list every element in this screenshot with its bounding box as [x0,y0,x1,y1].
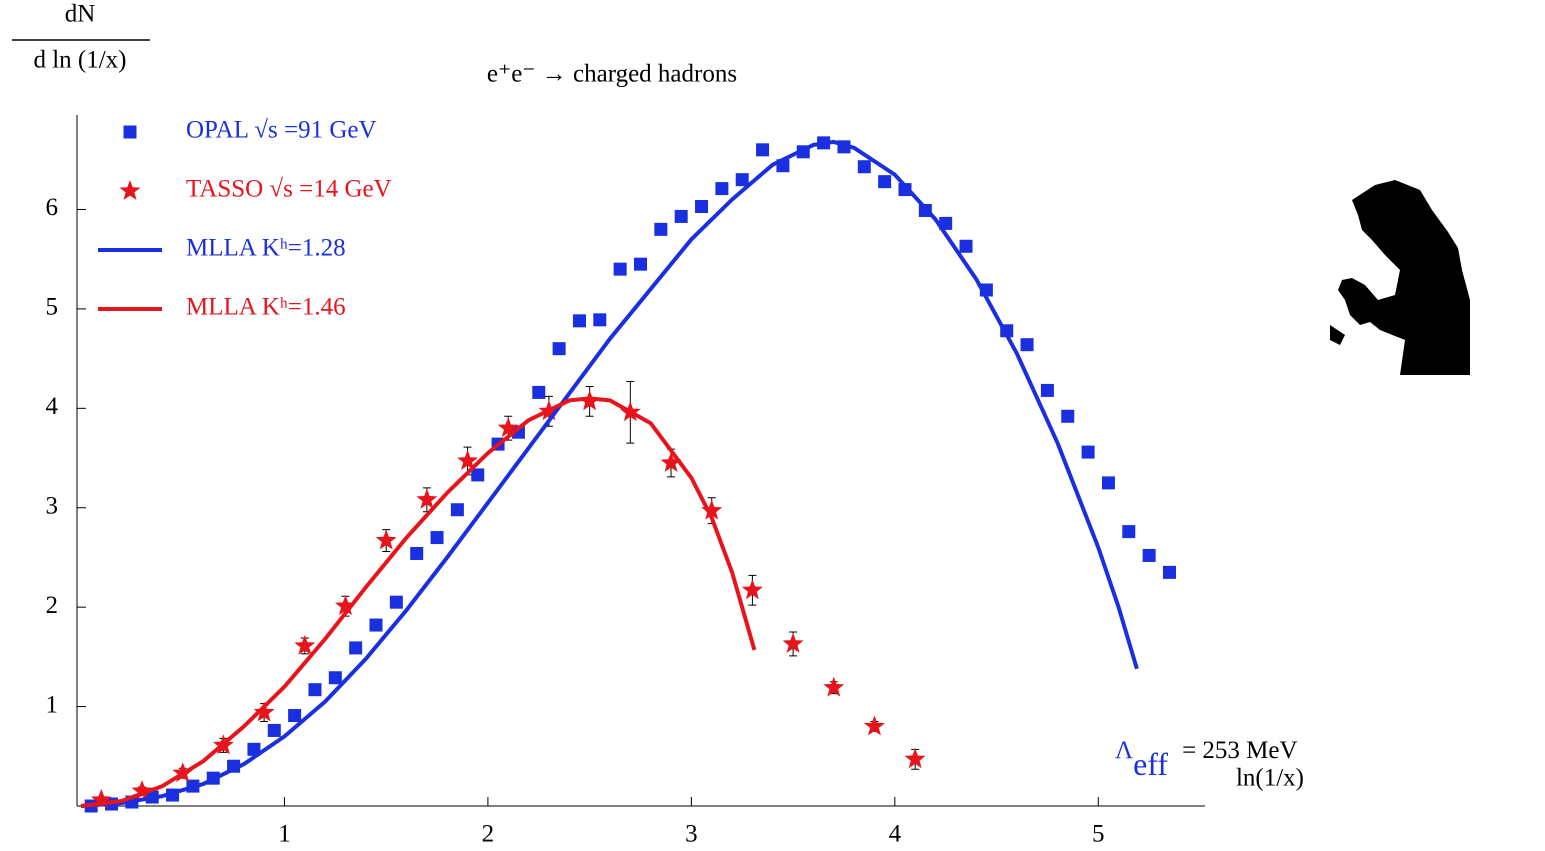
square-marker [389,595,403,609]
square-marker [715,182,729,196]
curve [80,396,757,808]
x-tick-label: 4 [889,821,902,848]
square-marker [613,262,627,276]
square-marker [1061,409,1075,423]
square-marker [1101,476,1115,490]
star-marker [416,488,438,509]
legend-label: OPAL √s =91 GeV [186,117,377,144]
square-marker [430,531,444,545]
y-tick-label: 2 [46,592,59,619]
star-marker [497,417,519,438]
square-marker [369,618,383,632]
legend-marker [119,180,141,200]
square-marker [349,641,363,655]
star-marker [253,701,275,722]
square-marker [674,209,688,223]
square-marker [634,257,647,271]
square-marker [572,314,586,328]
square-marker [450,503,464,517]
square-marker [267,723,281,737]
x-tick-label: 5 [1092,821,1105,848]
legend-label: MLLA Kʰ=1.46 [186,294,346,321]
star-marker [335,595,356,616]
star-marker [131,780,153,800]
annotation: Λeff = 253 MeV [1115,737,1298,783]
x-tick-label: 2 [482,821,495,848]
square-marker [552,342,566,356]
y-tick-label: 6 [46,194,59,221]
legend-marker [123,125,137,139]
star-marker [782,632,804,653]
square-marker [735,173,749,187]
x-tick-label: 1 [278,821,291,848]
square-marker [247,742,261,756]
star-marker [294,634,316,655]
star-marker [864,715,885,736]
annotation-symbol: Λ [1115,737,1133,764]
square-marker [857,160,871,174]
star-marker [457,450,478,470]
square-marker [308,683,322,697]
square-marker [1081,445,1095,459]
square-marker [593,313,607,327]
square-marker [1142,548,1156,562]
star-marker [701,499,723,520]
square-marker [654,222,668,236]
square-marker [288,709,302,723]
square-marker [328,671,342,685]
square-marker [959,239,973,253]
star-marker [904,748,926,769]
star-marker [90,789,112,809]
y-tick-label: 5 [46,294,59,321]
annotation-value: = 253 MeV [1182,737,1297,764]
y-label-top: dN [65,1,96,28]
silhouette [1330,180,1470,375]
x-label: ln(1/x) [1236,765,1304,792]
star-marker [823,676,845,697]
star-marker [660,452,682,472]
square-marker [878,175,892,189]
annotation-subscript: eff [1133,746,1168,782]
y-label-bottom: d ln (1/x) [33,47,126,74]
square-marker [756,143,770,157]
star-marker [741,579,763,600]
square-marker [695,199,709,213]
square-marker [1162,565,1176,579]
square-marker [898,183,912,197]
y-tick-label: 3 [46,492,59,519]
x-tick-label: 3 [685,821,698,848]
square-marker [471,468,485,482]
y-tick-label: 4 [46,393,59,420]
legend-label: TASSO √s =14 GeV [186,176,392,203]
square-marker [1040,383,1054,397]
legend-label: MLLA Kʰ=1.28 [186,235,346,262]
curve [80,139,1139,808]
square-marker [1020,338,1034,352]
square-marker [1122,525,1136,539]
square-marker [532,385,546,399]
y-tick-label: 1 [46,691,59,718]
star-marker [375,529,397,550]
square-marker [410,546,424,560]
chart-title: e⁺e⁻ → charged hadrons [487,61,737,88]
